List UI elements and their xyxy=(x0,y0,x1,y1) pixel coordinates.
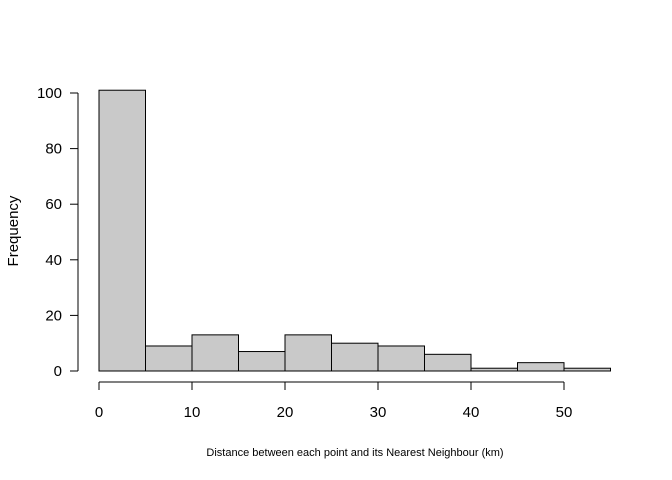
y-tick-label-100: 100 xyxy=(37,85,62,102)
x-tick-label-10: 10 xyxy=(184,404,201,421)
histogram-bar-15-20 xyxy=(239,352,286,371)
histogram-bar-20-25 xyxy=(285,335,332,371)
y-tick-label-0: 0 xyxy=(54,363,62,380)
histogram-bar-5-10 xyxy=(146,346,193,371)
histogram-bar-25-30 xyxy=(332,343,379,371)
histogram-bar-10-15 xyxy=(192,335,239,371)
y-axis: 0 20 40 60 80 100 xyxy=(37,85,78,380)
histogram-bar-35-40 xyxy=(425,354,472,371)
y-tick-label-60: 60 xyxy=(45,196,62,213)
histogram-bar-40-45 xyxy=(471,368,518,371)
x-tick-label-50: 50 xyxy=(556,404,573,421)
x-tick-label-30: 30 xyxy=(370,404,387,421)
y-tick-label-80: 80 xyxy=(45,141,62,158)
histogram-bar-50-55 xyxy=(564,368,611,371)
y-axis-title: Frequency xyxy=(5,195,22,266)
x-tick-label-40: 40 xyxy=(463,404,480,421)
x-tick-label-0: 0 xyxy=(95,404,103,421)
x-axis-title: Distance between each point and its Near… xyxy=(206,447,503,459)
histogram-bars xyxy=(99,90,611,371)
x-axis: 0 10 20 30 40 50 xyxy=(95,382,573,421)
histogram-bar-0-5 xyxy=(99,90,146,371)
histogram-bar-30-35 xyxy=(378,346,425,371)
histogram-bar-45-50 xyxy=(518,363,565,371)
y-tick-label-40: 40 xyxy=(45,252,62,269)
x-tick-label-20: 20 xyxy=(277,404,294,421)
y-tick-label-20: 20 xyxy=(45,307,62,324)
